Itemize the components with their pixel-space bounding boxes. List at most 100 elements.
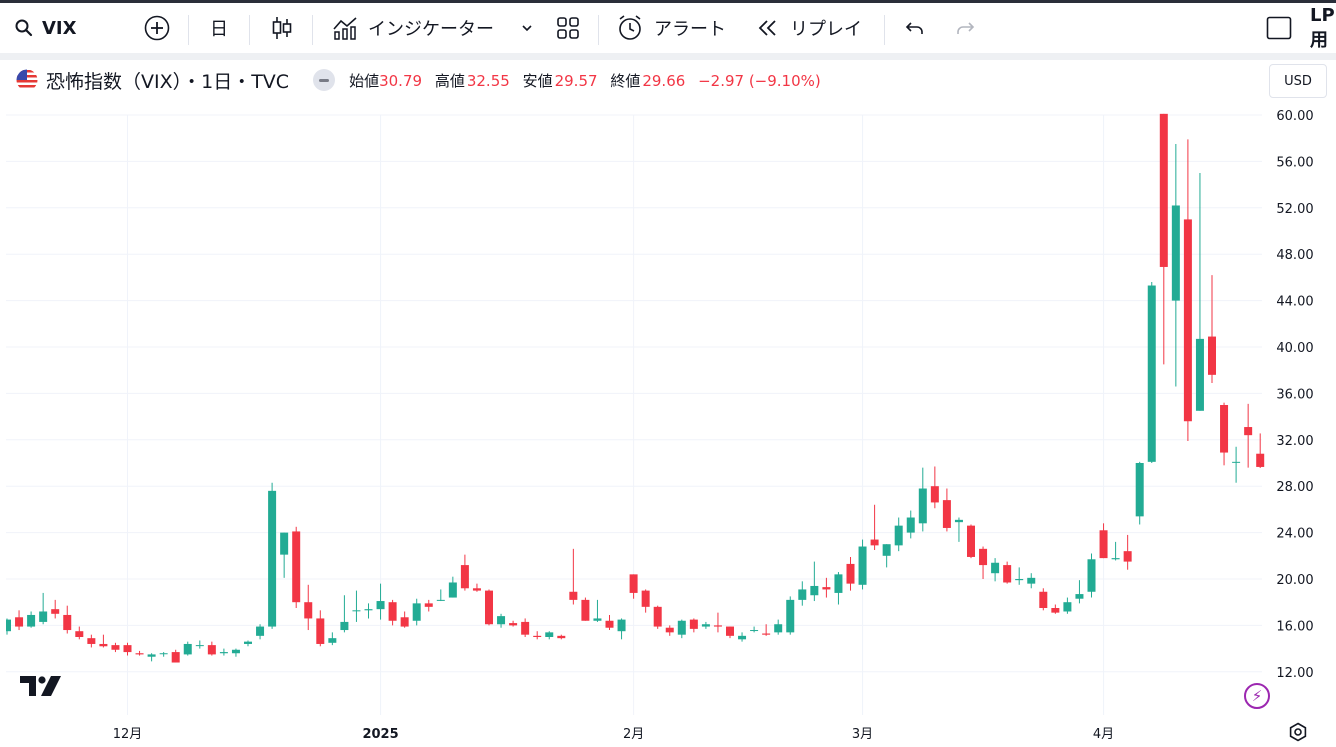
legend-collapse-button[interactable] <box>313 69 336 91</box>
candle-body <box>400 617 409 627</box>
candle-body <box>1087 559 1096 592</box>
symbol-title[interactable]: 恐怖指数（VIX）・1日・TVC <box>46 70 290 93</box>
candle-body <box>1015 579 1024 581</box>
publish-label: LP用 <box>1310 4 1335 51</box>
ohlc-values: 始値30.79 高値 32.55 安値 29.57 終値 29.66 −2.97 (−… <box>349 70 821 91</box>
candle-body <box>509 623 518 626</box>
minus-icon <box>319 78 330 82</box>
candle-body <box>352 610 361 612</box>
fullscreen-button[interactable] <box>1266 3 1292 53</box>
time-tick-label: 12月 <box>113 727 143 742</box>
candle-body <box>280 532 289 555</box>
candle-body <box>1220 405 1229 453</box>
price-tick-label: 44.00 <box>1276 295 1313 310</box>
candle-body <box>1208 336 1216 375</box>
undo-icon <box>905 22 923 34</box>
candle-body <box>689 619 698 629</box>
candle-body <box>15 617 24 627</box>
candle-body <box>497 616 506 625</box>
candle-body <box>376 601 385 610</box>
toolbar-chart-divider <box>0 53 1336 60</box>
open-label: 始値 <box>349 71 380 90</box>
time-tick-label: 3月 <box>852 727 873 742</box>
candle-body <box>147 654 156 657</box>
symbol-search-button[interactable]: VIX <box>14 3 77 53</box>
top-toolbar: VIX 日 インジケーター アラート リプレイ LP用 <box>0 3 1336 53</box>
candle-body <box>424 603 433 607</box>
toolbar-separator <box>598 15 599 45</box>
redo-button[interactable] <box>954 3 976 53</box>
price-tick-label: 24.00 <box>1276 527 1313 542</box>
candle-body <box>1123 551 1132 562</box>
indicators-dropdown[interactable] <box>520 3 534 53</box>
add-symbol-icon <box>144 15 170 41</box>
candle-body <box>1244 427 1253 436</box>
candle-body <box>954 519 963 523</box>
candle-body <box>99 643 108 647</box>
candle-body <box>292 531 301 603</box>
toolbar-separator <box>188 15 189 45</box>
candle-body <box>1159 113 1168 267</box>
candle-body <box>412 603 421 621</box>
us-flag-icon <box>16 69 38 91</box>
undo-button[interactable] <box>904 3 926 53</box>
layout-grid-icon <box>557 17 579 39</box>
price-chart[interactable]: 60.00 56.00 52.00 48.00 44.00 40.00 36.00 32.00… <box>6 60 1336 747</box>
close-label: 終値 <box>610 71 641 90</box>
candle-body <box>135 653 144 655</box>
candle-body <box>918 488 927 524</box>
publish-button[interactable]: LP用 <box>1310 3 1336 53</box>
tradingview-logo-icon <box>20 676 61 696</box>
chart-settings-button[interactable] <box>1288 722 1308 746</box>
low-label: 安値 <box>522 71 553 90</box>
candle-body <box>171 652 180 663</box>
compare-symbol-button[interactable] <box>143 3 171 53</box>
currency-label: USD <box>1284 73 1312 89</box>
candle-body <box>810 585 819 596</box>
search-icon <box>15 19 33 37</box>
low-value: 29.57 <box>554 71 598 90</box>
candle-body <box>858 546 867 585</box>
candle-body <box>244 641 252 644</box>
settings-gear-icon <box>1289 722 1307 742</box>
time-tick-label: 2月 <box>623 727 644 742</box>
candle-body <box>364 609 373 611</box>
symbol-name: VIX <box>42 17 77 39</box>
candle-body <box>1051 608 1060 613</box>
alert-button[interactable]: アラート <box>616 3 726 53</box>
price-tick-label: 28.00 <box>1276 480 1313 495</box>
candle-body <box>677 620 686 635</box>
price-tick-label: 32.00 <box>1276 434 1313 449</box>
indicators-label: インジケーター <box>368 19 494 40</box>
time-tick-label: 4月 <box>1093 727 1114 742</box>
candle-body <box>834 574 843 593</box>
candle-body <box>304 602 313 619</box>
alarm-clock-icon <box>619 15 641 40</box>
interval-button[interactable]: 日 <box>210 3 228 53</box>
candle-style-icon <box>272 17 292 39</box>
currency-selector[interactable]: USD <box>1269 64 1327 98</box>
change-value: −2.97 (−9.10%) <box>698 71 821 90</box>
window-top-border <box>0 0 1336 3</box>
candle-body <box>1075 594 1084 599</box>
replay-button[interactable]: リプレイ <box>756 3 862 53</box>
indicators-icon <box>333 17 357 40</box>
candle-body <box>460 565 469 589</box>
indicators-button[interactable]: インジケーター <box>332 3 494 53</box>
price-tick-label: 16.00 <box>1276 619 1313 634</box>
candle-body <box>701 624 710 627</box>
price-tick-label: 36.00 <box>1276 387 1313 402</box>
candle-body <box>1027 577 1036 584</box>
candle-body <box>51 609 60 614</box>
candle-body <box>713 625 722 627</box>
candle-body <box>316 618 325 644</box>
tradingview-logo[interactable] <box>20 675 62 701</box>
chart-pane[interactable]: 60.00 56.00 52.00 48.00 44.00 40.00 36.00 32.00… <box>6 60 1336 747</box>
candle-body <box>6 619 11 632</box>
candle-body <box>123 645 132 653</box>
price-tick-label: 48.00 <box>1276 248 1313 263</box>
lightning-button[interactable]: ⚡ <box>1244 683 1270 709</box>
candle-body <box>882 544 891 556</box>
layout-templates-button[interactable] <box>556 3 580 53</box>
chart-style-button[interactable] <box>270 3 294 53</box>
